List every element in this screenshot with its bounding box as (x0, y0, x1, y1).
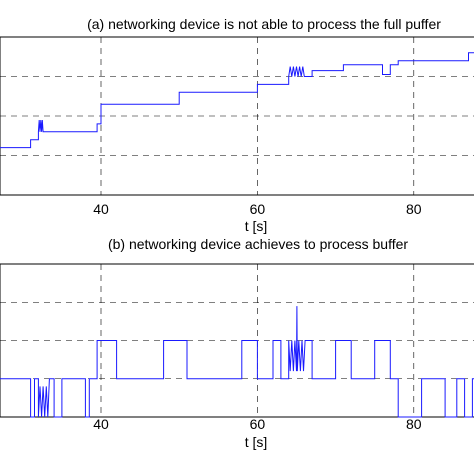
panel-b-series (0, 306, 474, 418)
series-line (0, 52, 474, 149)
panel-b: (b) networking device achieves to proces… (0, 236, 474, 450)
panel-a-frame (0, 36, 474, 196)
panel-a-xlabel: t [s] (245, 218, 268, 234)
panel-b-xlabel: t [s] (245, 434, 268, 450)
x-tick-label: 40 (93, 201, 109, 217)
x-tick-label: 60 (250, 201, 266, 217)
panel-b-ticks: 40 60 80 (93, 416, 422, 432)
panel-a-series (0, 52, 474, 149)
x-tick-label: 40 (93, 416, 109, 432)
series-line (0, 306, 474, 418)
panel-b-title: (b) networking device achieves to proces… (108, 236, 408, 252)
panel-b-grid (0, 264, 474, 417)
panel-b-frame (0, 263, 474, 418)
x-tick-label: 80 (406, 201, 422, 217)
panel-a-ticks: 40 60 80 (93, 201, 422, 217)
panel-a: (a) networking device is not able to pro… (0, 16, 474, 234)
x-tick-label: 80 (406, 416, 422, 432)
panel-a-title: (a) networking device is not able to pro… (87, 16, 441, 32)
x-tick-label: 60 (250, 416, 266, 432)
